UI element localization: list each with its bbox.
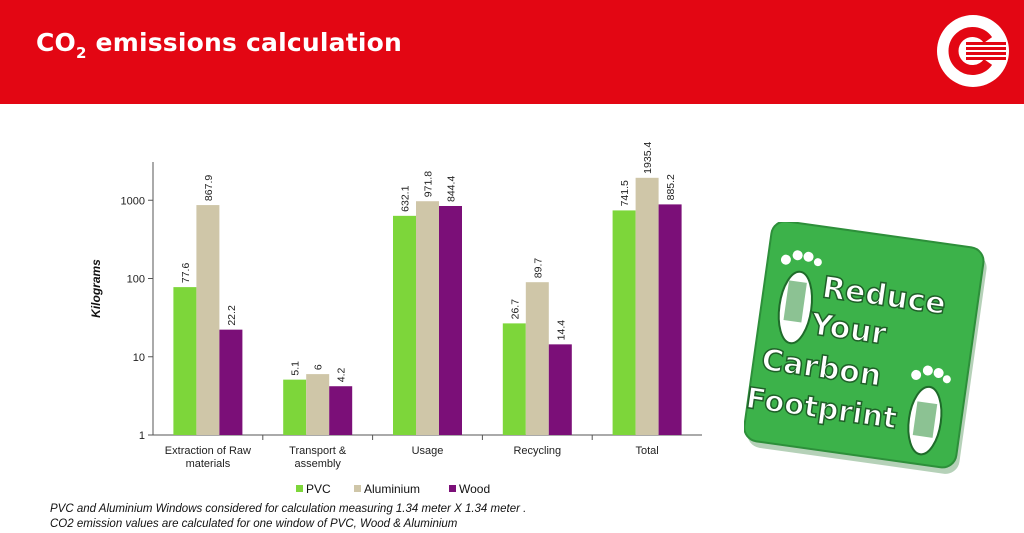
data-label: 89.7 — [532, 258, 544, 279]
bar-aluminium — [525, 282, 549, 435]
note-line-1: PVC and Aluminium Windows considered for… — [50, 503, 527, 515]
bar-aluminium — [306, 374, 330, 435]
data-label: 26.7 — [509, 299, 521, 320]
data-label: 4.2 — [336, 367, 348, 382]
emissions-chart: 1 10 100 1000 Kilograms 77.6 867.9 22.2 Extracti… — [89, 142, 702, 496]
legend-swatch-aluminium — [354, 485, 361, 492]
bar-wood — [658, 204, 682, 435]
bar-aluminium — [635, 177, 659, 435]
legend-label-aluminium: Aluminium — [364, 482, 420, 496]
bar-wood — [329, 386, 353, 435]
bar-aluminium — [416, 201, 439, 435]
bar-aluminium — [196, 205, 220, 435]
y-tick-label: 1000 — [121, 195, 145, 207]
bar-wood — [219, 329, 243, 435]
bar-pvc — [283, 379, 307, 435]
y-axis-label: Kilograms — [89, 259, 103, 318]
data-label: 5.1 — [290, 361, 302, 376]
x-category-label: Extraction of Raw — [165, 445, 251, 457]
x-category-label: assembly — [294, 458, 341, 470]
carbon-footprint-badge: Reduce Your Carbon Footprint — [744, 222, 987, 474]
header-bar: CO2 emissions calculation — [0, 0, 1024, 104]
legend-label-wood: Wood — [459, 482, 490, 496]
x-category-label: Total — [635, 445, 658, 457]
y-tick-label: 100 — [127, 274, 145, 286]
page-title: CO2 emissions calculation — [36, 28, 403, 62]
data-label: 14.4 — [555, 320, 567, 341]
bar-pvc — [502, 323, 526, 435]
x-category-label: Recycling — [513, 445, 561, 457]
bar-wood — [439, 205, 462, 435]
footprint-right-icon — [907, 365, 951, 456]
company-logo-icon — [937, 15, 1009, 87]
legend-swatch-wood — [449, 485, 456, 492]
y-tick-label: 1 — [139, 430, 145, 442]
bar-pvc — [173, 287, 197, 435]
x-category-label: materials — [186, 458, 231, 470]
legend-label-pvc: PVC — [306, 482, 331, 496]
legend-swatch-pvc — [296, 485, 303, 492]
badge-line-2: Your — [808, 307, 889, 352]
data-label: 741.5 — [619, 180, 631, 206]
data-label: 6 — [313, 364, 325, 370]
bar-wood — [548, 344, 572, 435]
data-label: 22.2 — [226, 305, 238, 326]
data-label: 971.8 — [423, 171, 435, 197]
footprint-left-icon — [777, 250, 822, 345]
note-line-2: CO2 emission values are calculated for o… — [50, 518, 458, 530]
bar-pvc — [393, 215, 416, 435]
x-category-label: Transport & — [289, 445, 347, 457]
data-label: 632.1 — [400, 185, 412, 211]
data-label: 885.2 — [665, 174, 677, 200]
data-label: 77.6 — [180, 263, 192, 284]
data-label: 1935.4 — [642, 142, 654, 174]
x-category-label: Usage — [412, 445, 444, 457]
data-label: 867.9 — [203, 175, 215, 201]
bar-pvc — [612, 210, 636, 435]
data-label: 844.4 — [446, 176, 458, 202]
y-tick-label: 10 — [133, 352, 145, 364]
